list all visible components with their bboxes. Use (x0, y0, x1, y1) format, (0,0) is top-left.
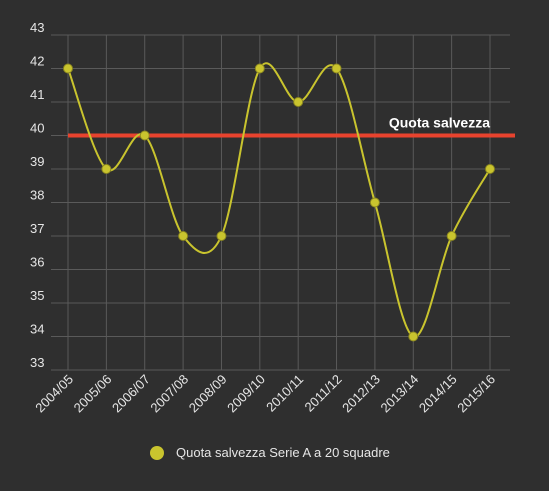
x-tick-label: 2010/11 (263, 372, 306, 415)
data-point[interactable] (408, 331, 419, 342)
data-point[interactable] (178, 231, 189, 241)
y-tick-label: 43 (30, 20, 44, 35)
y-axis-ticks: 33 34 35 36 37 38 39 40 41 42 43 (30, 20, 44, 370)
x-tick-label: 2009/10 (224, 372, 268, 416)
y-tick-label: 33 (30, 355, 44, 370)
x-tick-label: 2014/15 (416, 372, 460, 416)
data-point[interactable] (63, 63, 73, 74)
y-tick-label: 39 (30, 154, 44, 169)
data-point[interactable] (485, 164, 495, 174)
data-point[interactable] (446, 231, 457, 241)
series-line (67, 62, 491, 338)
x-tick-label: 2011/12 (302, 372, 345, 415)
x-tick-label: 2007/08 (147, 372, 191, 416)
data-points (63, 63, 495, 342)
y-tick-label: 38 (30, 188, 44, 203)
legend[interactable]: Quota salvezza Serie A a 20 squadre (150, 445, 390, 460)
y-tick-label: 35 (30, 288, 44, 303)
data-point[interactable] (216, 231, 227, 241)
reference-line-label: Quota salvezza (389, 115, 490, 131)
data-point[interactable] (369, 197, 380, 208)
legend-marker (150, 446, 164, 460)
x-tick-label: 2005/06 (71, 372, 115, 416)
x-axis-ticks: 2004/052005/062006/072007/082008/092009/… (32, 372, 498, 416)
x-tick-label: 2012/13 (339, 372, 383, 416)
y-tick-label: 34 (30, 322, 44, 337)
data-point[interactable] (293, 97, 304, 107)
x-tick-label: 2013/14 (378, 372, 422, 416)
y-tick-label: 41 (30, 87, 44, 102)
data-point[interactable] (254, 63, 265, 74)
grid (51, 34, 510, 371)
data-point[interactable] (331, 63, 342, 74)
x-tick-label: 2015/16 (454, 372, 498, 416)
x-tick-label: 2004/05 (32, 372, 76, 416)
data-point[interactable] (139, 130, 150, 141)
legend-label: Quota salvezza Serie A a 20 squadre (176, 445, 390, 460)
y-tick-label: 42 (30, 54, 44, 69)
y-tick-label: 36 (30, 255, 44, 270)
y-tick-label: 40 (30, 121, 44, 136)
x-tick-label: 2006/07 (109, 372, 153, 416)
y-tick-label: 37 (30, 221, 44, 236)
data-point[interactable] (101, 164, 112, 174)
x-tick-label: 2008/09 (186, 372, 230, 416)
